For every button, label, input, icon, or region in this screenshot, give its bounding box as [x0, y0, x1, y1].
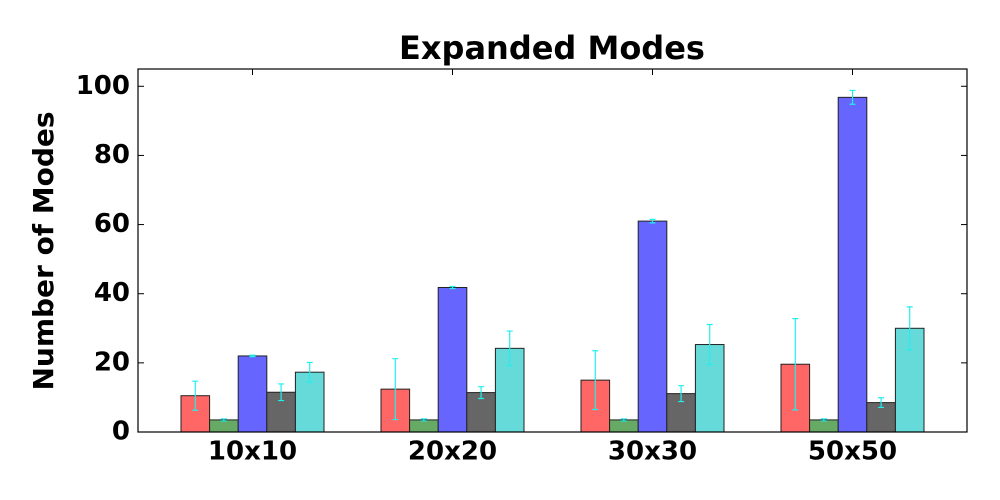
error-bar	[706, 323, 713, 366]
error-bar	[192, 380, 199, 411]
chart-title: Expanded Modes	[399, 29, 705, 67]
y-axis-label: Number of Modes	[27, 111, 60, 390]
bar	[637, 220, 668, 433]
error-bar	[592, 350, 599, 411]
error-bar	[449, 285, 456, 290]
y-tick-label: 40	[94, 278, 130, 308]
error-bar	[278, 383, 285, 402]
error-bar	[420, 418, 427, 422]
y-tick-label: 20	[94, 347, 130, 377]
x-tick-label: 20x20	[408, 437, 497, 467]
error-bar	[878, 397, 885, 409]
y-tick-label: 80	[94, 140, 130, 170]
x-tick-label: 10x10	[208, 437, 297, 467]
error-bar	[849, 89, 856, 105]
x-tick-label: 30x30	[608, 437, 697, 467]
error-bar	[906, 306, 913, 351]
error-bar	[620, 418, 627, 422]
error-bar	[249, 354, 256, 358]
error-bar	[392, 358, 399, 421]
bar	[209, 419, 239, 433]
error-bar	[220, 418, 227, 422]
y-tick-label: 60	[94, 209, 130, 239]
error-bar	[478, 386, 485, 400]
bar	[237, 355, 268, 433]
bar	[837, 96, 868, 433]
bar	[409, 419, 439, 433]
error-bar	[306, 361, 313, 383]
bar	[437, 286, 468, 433]
bar	[609, 419, 639, 433]
error-bar	[792, 318, 799, 411]
error-bar	[649, 218, 656, 224]
bar	[666, 393, 696, 433]
y-tick-label: 0	[112, 417, 130, 447]
error-bar	[506, 330, 513, 367]
error-bar	[820, 418, 827, 422]
bar	[809, 419, 839, 433]
x-tick-label: 50x50	[808, 437, 897, 467]
y-tick-label: 100	[76, 71, 130, 101]
error-bar	[678, 385, 685, 403]
plot-frame	[137, 68, 968, 433]
